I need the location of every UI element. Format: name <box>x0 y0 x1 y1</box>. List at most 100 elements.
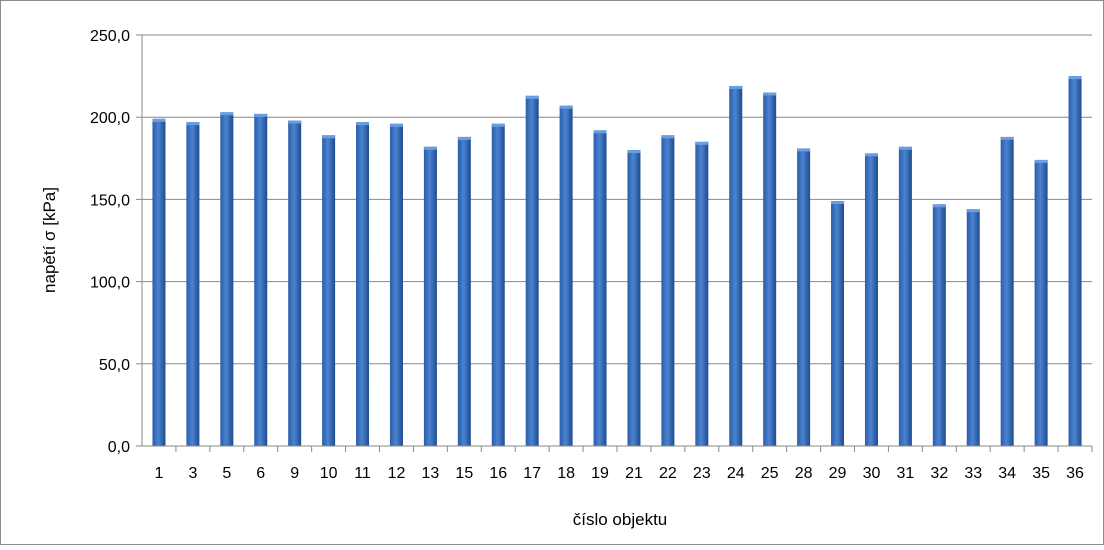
bar-body <box>966 209 980 446</box>
bar-cap <box>356 122 370 126</box>
x-tick-label: 3 <box>188 465 197 482</box>
bar-body <box>729 85 743 447</box>
bar-body <box>864 153 878 447</box>
bar <box>932 204 946 446</box>
bar <box>389 123 403 446</box>
bar-body <box>491 123 505 446</box>
bar-cap <box>864 153 878 157</box>
bar <box>559 105 573 446</box>
bar <box>695 141 709 447</box>
bar-body <box>627 150 641 446</box>
x-tick-label: 36 <box>1066 465 1084 482</box>
bar-cap <box>1034 159 1048 163</box>
x-tick-label: 23 <box>693 465 711 482</box>
y-tick-label: 100,0 <box>90 275 130 292</box>
bar <box>1000 136 1014 447</box>
y-axis-title: napětí σ [kPa] <box>40 187 59 293</box>
x-tick-label: 25 <box>761 465 779 482</box>
x-tick-label: 32 <box>930 465 948 482</box>
bar-cap <box>627 150 641 154</box>
bar-cap <box>661 135 675 139</box>
y-tick-label: 0,0 <box>108 439 130 456</box>
bar-cap <box>254 113 268 117</box>
bar <box>220 112 234 446</box>
bar <box>1068 76 1082 446</box>
x-tick-label: 10 <box>320 465 338 482</box>
bar-cap <box>559 105 573 109</box>
bar-body <box>356 122 370 446</box>
bar <box>593 130 607 447</box>
bar <box>457 136 471 447</box>
x-tick-label: 24 <box>727 465 745 482</box>
bar-cap <box>966 209 980 213</box>
x-tick-label: 11 <box>354 465 371 482</box>
bar-cap <box>491 123 505 127</box>
y-tick-label: 150,0 <box>90 192 130 209</box>
bar <box>491 123 505 446</box>
bar <box>186 122 200 446</box>
bar-cap <box>186 122 200 126</box>
y-tick-label: 50,0 <box>99 357 130 374</box>
bar-cap <box>457 136 471 140</box>
bar-cap <box>932 204 946 208</box>
bar-cap <box>220 112 234 116</box>
bar <box>627 150 641 446</box>
x-tick-label: 15 <box>455 465 473 482</box>
bar-body <box>152 118 166 447</box>
bar-cap <box>423 146 437 150</box>
bar-body <box>220 112 234 446</box>
bar-cap <box>695 141 709 145</box>
bar <box>288 120 302 446</box>
bar-body <box>559 105 573 446</box>
x-tick-label: 6 <box>256 465 265 482</box>
bar-body <box>288 120 302 446</box>
bar-cap <box>763 92 777 96</box>
bar-body <box>797 148 811 446</box>
bar <box>729 85 743 447</box>
x-tick-label: 17 <box>523 465 541 482</box>
bar-body <box>898 146 912 447</box>
bar <box>525 95 539 446</box>
bar-body <box>763 92 777 446</box>
bar-cap <box>1000 136 1014 140</box>
bar-cap <box>831 201 845 205</box>
bar-body <box>695 141 709 447</box>
bar-body <box>932 204 946 446</box>
bar <box>898 146 912 447</box>
bar-body <box>186 122 200 446</box>
y-tick-label: 250,0 <box>90 28 130 45</box>
y-tick-label: 200,0 <box>90 110 130 127</box>
bar-body <box>525 95 539 446</box>
x-tick-label: 9 <box>290 465 299 482</box>
bar <box>423 146 437 447</box>
bar-cap <box>593 130 607 134</box>
bar-cap <box>152 118 166 122</box>
bar-body <box>1068 76 1082 446</box>
bar-body <box>661 135 675 446</box>
bar-body <box>831 201 845 446</box>
x-tick-label: 13 <box>421 465 439 482</box>
bar-body <box>423 146 437 447</box>
bar <box>831 201 845 446</box>
bar-cap <box>729 85 743 89</box>
bar-cap <box>322 135 336 139</box>
bar-cap <box>389 123 403 127</box>
x-tick-label: 31 <box>896 465 914 482</box>
bar-cap <box>797 148 811 152</box>
x-tick-label: 12 <box>388 465 406 482</box>
x-tick-label: 30 <box>863 465 881 482</box>
bar-cap <box>1068 76 1082 80</box>
bar-cap <box>898 146 912 150</box>
bar-cap <box>288 120 302 124</box>
bar-body <box>254 113 268 447</box>
x-tick-label: 1 <box>155 465 164 482</box>
x-tick-label: 22 <box>659 465 677 482</box>
x-tick-label: 21 <box>625 465 643 482</box>
x-tick-label: 18 <box>557 465 575 482</box>
x-tick-label: 33 <box>964 465 982 482</box>
x-tick-label: 5 <box>222 465 231 482</box>
bar-body <box>322 135 336 446</box>
bar-body <box>457 136 471 447</box>
